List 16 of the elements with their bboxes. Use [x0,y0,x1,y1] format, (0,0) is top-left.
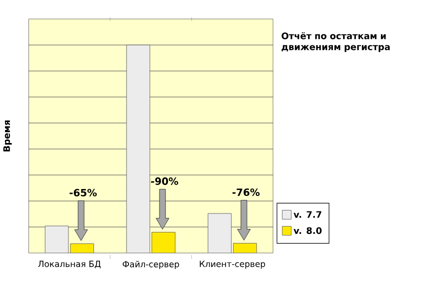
annotation: -76% [232,188,260,196]
text: Отчёт по остаткам и движениям регистра [282,32,390,52]
annotation: -65% [70,188,97,196]
bar [44,226,69,253]
legend-label: v. 7.7 [294,211,322,218]
annotation: -90% [151,177,178,185]
bar [233,242,257,253]
y-axis-title: Время [3,120,12,152]
x-tick-label: Локальная БД [38,260,101,268]
bar [126,44,150,253]
bar [208,213,232,253]
legend-label: v. 8.0 [294,227,322,234]
x-tick-label: Файл-сервер [122,260,180,269]
bar [152,232,176,253]
bar [70,244,94,253]
x-tick-label: Клиент-сервер [200,260,266,269]
